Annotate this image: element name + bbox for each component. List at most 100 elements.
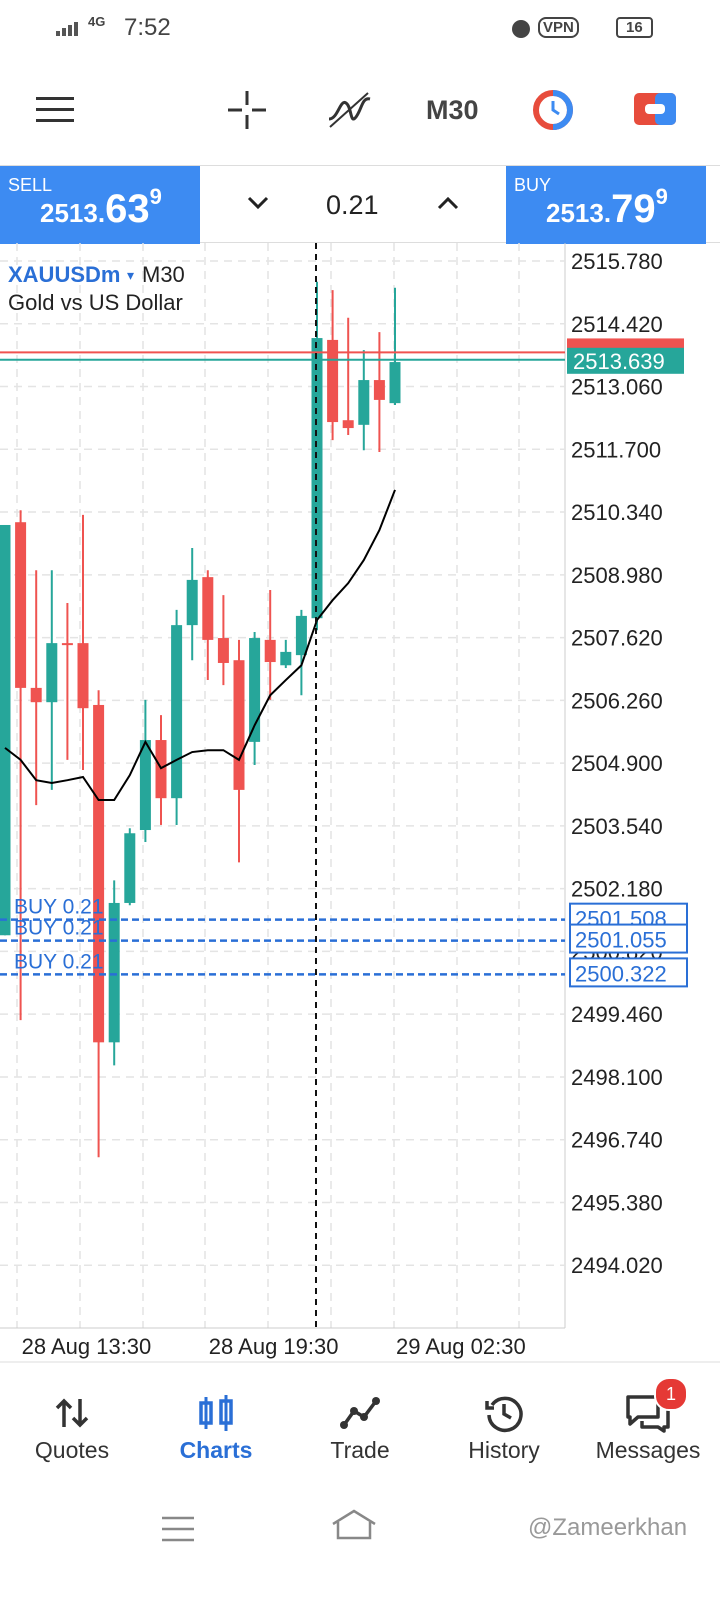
volume-up[interactable]: [436, 194, 460, 212]
order-label: BUY 0.21: [14, 917, 104, 940]
crosshair-button[interactable]: [226, 89, 268, 131]
candle-body: [15, 522, 27, 688]
time: 7:52: [124, 14, 171, 41]
y-tick-label: 2515.780: [571, 249, 663, 274]
candle-body: [46, 643, 58, 703]
home-button[interactable]: [330, 1508, 378, 1544]
price-sup: 9: [149, 184, 162, 209]
nav-trade[interactable]: Trade: [288, 1365, 432, 1490]
symbol-caret: ▾: [127, 267, 134, 283]
vertical-grid: [16, 243, 520, 1328]
charts-icon: [199, 1395, 233, 1431]
quotes-icon: [55, 1398, 89, 1428]
indicators-button[interactable]: [326, 89, 372, 131]
y-tick-label: 2495.380: [571, 1190, 663, 1215]
x-tick-label: 29 Aug 02:30: [396, 1334, 526, 1359]
vpn: VPN: [538, 17, 579, 38]
recents-button[interactable]: [160, 1514, 196, 1544]
candle-body: [139, 740, 151, 831]
order-label: BUY 0.21: [14, 896, 104, 919]
candle-body: [202, 577, 214, 640]
trade-panel: SELL 2513.639 0.21 BUY 2513.799: [0, 165, 720, 244]
nav-label: Charts: [179, 1437, 253, 1463]
order-price-box: [569, 957, 688, 988]
chart-timeframe: M30: [142, 262, 185, 287]
price-big: 63: [105, 187, 150, 231]
buy-price: 2513.799: [546, 184, 668, 232]
objects-button[interactable]: [532, 89, 574, 131]
nav-charts[interactable]: Charts: [144, 1365, 288, 1490]
price-sup: 9: [655, 184, 668, 209]
y-tick-label: 2514.420: [571, 312, 663, 337]
price-main: 2513.: [546, 198, 612, 228]
network: 4G: [88, 14, 106, 29]
price-big: 79: [611, 187, 656, 231]
nav-label: Quotes: [34, 1437, 110, 1463]
y-tick-label: 2502.180: [571, 877, 663, 902]
signal-icon: [56, 22, 78, 36]
bid-box: [567, 347, 684, 374]
candle-body: [295, 615, 307, 656]
alarm-icon: [512, 20, 530, 38]
candle-body: [93, 704, 105, 1043]
nav-label: History: [468, 1437, 540, 1463]
y-tick-label: 2498.100: [571, 1065, 663, 1090]
y-tick-label: 2510.340: [571, 500, 663, 525]
y-tick-label: 2506.260: [571, 688, 663, 713]
history-icon: [485, 1396, 523, 1433]
moving-average: [4, 489, 396, 802]
nav-quotes[interactable]: Quotes: [0, 1365, 144, 1490]
volume[interactable]: 0.21: [326, 190, 379, 220]
y-tick-label: 2507.620: [571, 626, 663, 651]
candle-body: [61, 643, 73, 646]
timeframe-button[interactable]: M30: [426, 95, 479, 125]
candle-body: [373, 380, 385, 400]
order-price-box: [569, 923, 688, 954]
sell-button[interactable]: SELL 2513.639: [0, 166, 200, 244]
sell-price: 2513.639: [40, 184, 162, 232]
order-label: BUY 0.21: [14, 950, 104, 973]
candle-body: [77, 643, 89, 709]
sell-label: SELL: [8, 175, 53, 195]
y-tick-label: 2503.540: [571, 814, 663, 839]
nav-messages[interactable]: Messages 1: [576, 1365, 720, 1490]
y-tick-label: 2511.700: [571, 437, 661, 462]
y-tick-label: 2499.460: [571, 1002, 663, 1027]
candle-body: [124, 833, 136, 903]
buy-button[interactable]: BUY 2513.799: [506, 166, 706, 244]
trade-icon: [340, 1397, 380, 1429]
status-bar: 4G 7:52 VPN 16: [0, 0, 720, 55]
battery: 16: [616, 17, 653, 38]
order-price: 2501.055: [575, 928, 667, 953]
trade-button[interactable]: [634, 93, 676, 125]
candle-body: [217, 638, 229, 663]
toolbar: M30: [0, 55, 720, 165]
candle-body: [342, 420, 354, 429]
candle-body: [233, 660, 245, 790]
candle-body: [280, 651, 292, 666]
system-nav: @Zameerkhan: [0, 1490, 720, 1600]
candle-body: [171, 625, 183, 799]
nav-history[interactable]: History: [432, 1365, 576, 1490]
menu-button[interactable]: [36, 95, 74, 125]
bid-label: 2513.639: [573, 349, 665, 374]
y-tick-label: 2496.740: [571, 1128, 663, 1153]
x-tick-label: 28 Aug 13:30: [22, 1334, 152, 1359]
candle-body: [249, 638, 261, 742]
y-tick-label: 2504.900: [571, 751, 663, 776]
badge: 1: [654, 1377, 688, 1411]
candle-body: [389, 362, 401, 404]
y-tick-label: 2513.060: [571, 375, 663, 400]
candle-body: [186, 579, 198, 626]
candle-body: [108, 902, 120, 1043]
candle-body: [264, 639, 276, 663]
candle-body: [0, 524, 11, 936]
volume-down[interactable]: [246, 194, 270, 212]
price-main: 2513.: [40, 198, 106, 228]
candle-body: [358, 380, 370, 425]
nav-label: Trade: [330, 1437, 390, 1463]
buy-label: BUY: [514, 175, 552, 195]
bottom-nav: Quotes Charts Trade History Messages 1: [0, 1365, 720, 1490]
